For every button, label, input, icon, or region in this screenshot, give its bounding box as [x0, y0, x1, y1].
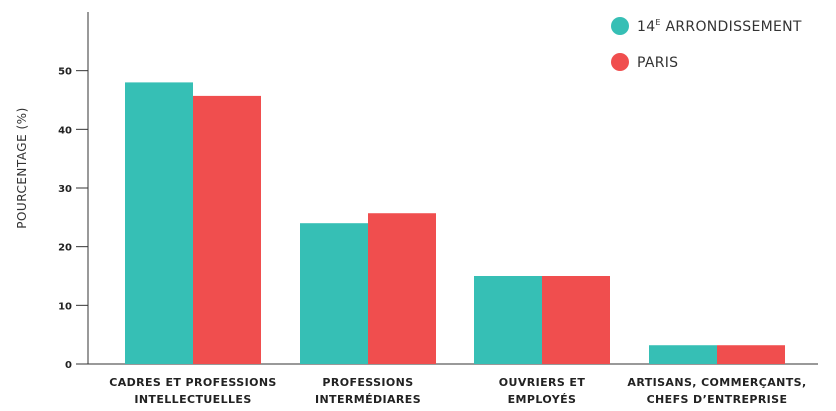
- legend: 14E ARRONDISSEMENT PARIS: [611, 17, 802, 71]
- legend-marker: [611, 17, 629, 35]
- bar: [474, 276, 542, 364]
- bar: [542, 276, 610, 364]
- x-tick-label: ARTISANS, COMMERÇANTS, CHEFS D’ENTREPRISE: [627, 376, 806, 406]
- bar: [368, 213, 436, 364]
- y-ticks: 0 10 20 30 40 50: [58, 67, 88, 371]
- y-axis-title: POURCENTAGE (%): [15, 107, 29, 229]
- x-tick-label: CADRES ET PROFESSIONS INTELLECTUELLES: [109, 376, 277, 406]
- bar: [193, 95, 261, 364]
- legend-label: PARIS: [637, 55, 678, 71]
- x-tick-label: PROFESSIONS INTERMÉDIARES: [315, 376, 421, 406]
- bar: [300, 223, 368, 364]
- y-tick-label: 0: [65, 360, 72, 371]
- y-tick-label: 50: [58, 67, 72, 78]
- bar: [649, 345, 717, 364]
- y-tick-label: 20: [58, 243, 72, 254]
- legend-marker: [611, 53, 629, 71]
- legend-label: 14E ARRONDISSEMENT: [637, 18, 802, 35]
- y-tick-label: 10: [58, 301, 72, 312]
- bar: [717, 345, 785, 364]
- x-category-labels: CADRES ET PROFESSIONS INTELLECTUELLES PROF…: [109, 376, 806, 406]
- x-tick-label: OUVRIERS ET EMPLOYÉS: [499, 376, 586, 406]
- y-tick-label: 30: [58, 184, 72, 195]
- bar: [125, 82, 193, 365]
- bars: [125, 82, 785, 365]
- y-tick-label: 40: [58, 125, 72, 136]
